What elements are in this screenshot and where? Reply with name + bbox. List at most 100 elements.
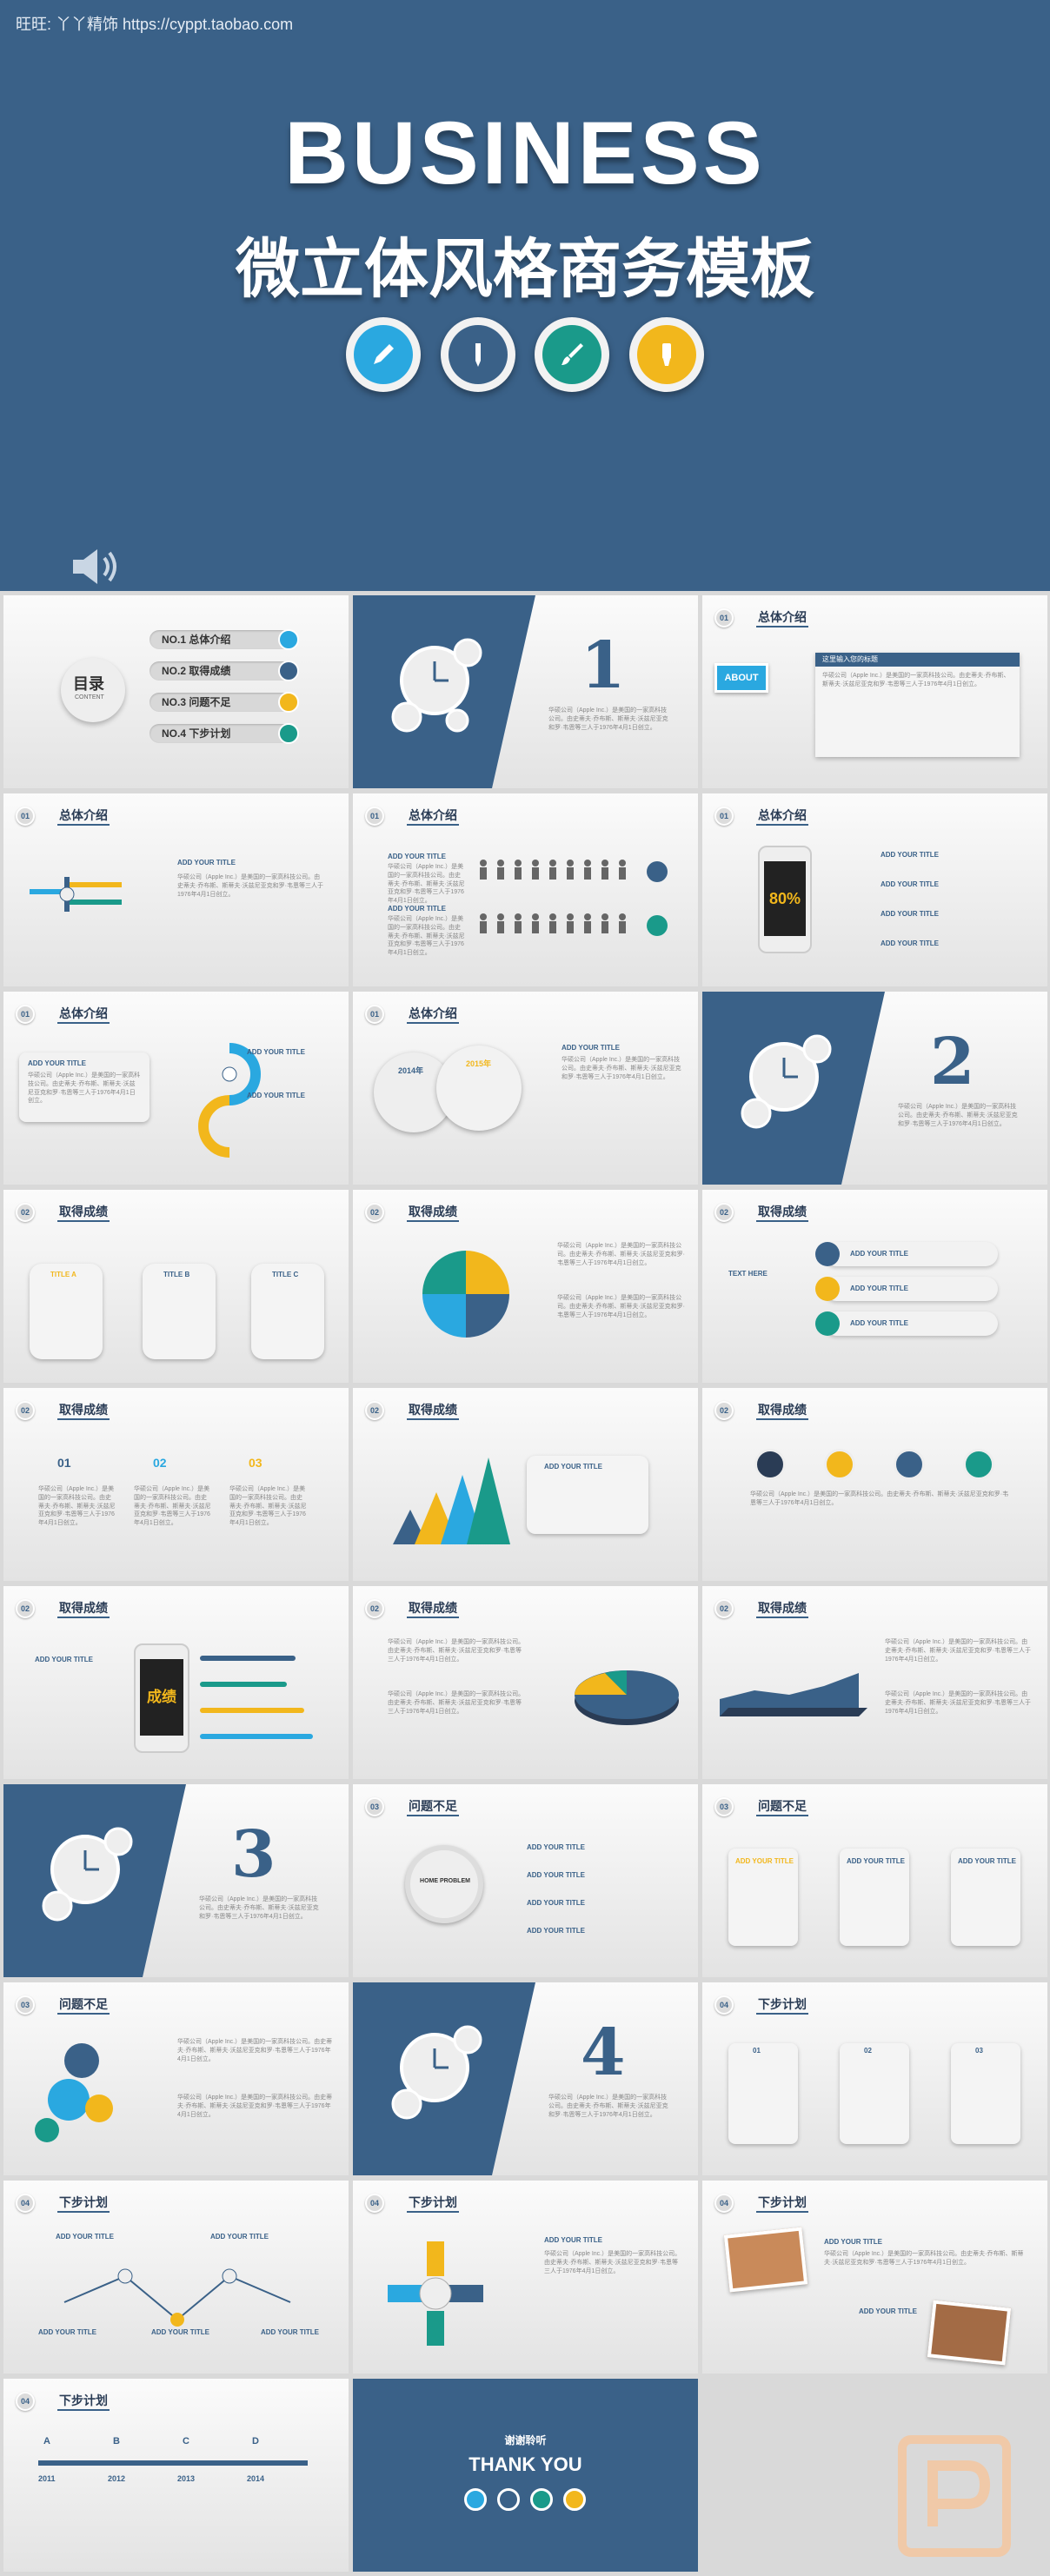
section-number-1: 1	[581, 628, 626, 703]
slide-intro-years[interactable]: 01 总体介绍 2014年 2015年 ADD YOUR TITLE 华硕公司（A…	[353, 992, 698, 1185]
toc-sub: CONTENT	[75, 694, 104, 700]
clock-icon	[391, 2025, 482, 2120]
clock-icon	[741, 1034, 832, 1129]
slide-results-pinwheel[interactable]: 02 取得成绩 华硕公司（Apple Inc.）是美国的一家高科技公司。由史蒂夫·…	[353, 1190, 698, 1383]
pen-icon	[440, 317, 515, 392]
slide-plan-timeline[interactable]: 04 下步计划 A B C D 2011 2012 2013 2014	[3, 2379, 349, 2572]
gears-icon	[35, 2043, 113, 2142]
slide-results-phone-bars[interactable]: 02 取得成绩 ADD YOUR TITLE 成绩	[3, 1586, 349, 1779]
pie-graphic	[575, 1670, 679, 1725]
dog-photo-1	[723, 2227, 808, 2293]
logo-stamp-icon	[898, 2435, 1011, 2557]
text-here-label: TEXT HERE	[728, 1270, 768, 1278]
slide-results-a[interactable]: 02 取得成绩 TITLE A TITLE B TITLE C	[3, 1190, 349, 1383]
tool-icons-row	[346, 317, 704, 395]
slide-issues-home[interactable]: 03 问题不足 HOME PROBLEM ADD YOUR TITLE ADD Y…	[353, 1784, 698, 1977]
pencil-icon	[464, 2488, 487, 2511]
year-2015-label: 2015年	[466, 1059, 492, 1068]
toc-item-4-label: NO.4 下步计划	[162, 727, 231, 740]
slide-plan-cards[interactable]: 04 下步计划 01 02 03	[702, 1982, 1047, 2175]
slide-section-3[interactable]: 3 华硕公司（Apple Inc.）是美国的一家高科技公司。由史蒂夫·乔布斯、斯…	[3, 1784, 349, 1977]
body-text-2: 华硕公司（Apple Inc.）是美国的一家高科技公司。由史蒂夫·乔布斯、斯蒂夫…	[388, 916, 465, 957]
pen-icon	[497, 2488, 520, 2511]
about-button[interactable]: ABOUT	[714, 663, 768, 693]
brush-icon	[530, 2488, 553, 2511]
add-title-3: ADD YOUR TITLE	[881, 910, 939, 918]
hub-graphic	[388, 2241, 483, 2346]
hero-title-en: BUSINESS	[284, 103, 766, 202]
section-number-4: 4	[581, 2015, 626, 2090]
phone-icon: 80%	[758, 846, 812, 953]
slide-results-area[interactable]: 02 取得成绩 华硕公司（Apple Inc.）是美国的一家高科技公司。由史蒂夫·…	[702, 1586, 1047, 1779]
pinwheel-graphic	[422, 1251, 509, 1338]
hero-banner: 旺旺: 丫丫精饰 https://cyppt.taobao.com BUSINE…	[0, 0, 1050, 591]
about-card: 这里输入您的标题 华硕公司（Apple Inc.）是美国的一家高科技公司。由史蒂…	[815, 653, 1020, 757]
shop-label: 旺旺: 丫丫精饰 https://cyppt.taobao.com	[16, 16, 294, 33]
slide-intro-phone[interactable]: 01 总体介绍 80% ADD YOUR TITLE ADD YOUR TITLE…	[702, 793, 1047, 986]
year-circle-2015	[436, 1046, 522, 1131]
year-2014-label: 2014年	[398, 1066, 424, 1075]
slide-plan-hub[interactable]: 04 下步计划 ADD YOUR TITLE 华硕公司（Apple Inc.）是美…	[353, 2181, 698, 2374]
brush-icon	[535, 317, 610, 392]
body-text: 华硕公司（Apple Inc.）是美国的一家高科技公司。由史蒂夫·乔布斯、斯蒂夫…	[177, 874, 323, 898]
clock-icon	[391, 638, 482, 733]
pencil-icon	[346, 317, 421, 392]
about-text: 华硕公司（Apple Inc.）是美国的一家高科技公司。由史蒂夫·乔布斯、斯蒂夫…	[822, 673, 1010, 687]
toc-item-2[interactable]: NO.2 取得成绩	[150, 661, 299, 681]
about-heading: 这里输入您的标题	[815, 653, 1020, 667]
slide-intro-c[interactable]: 01 总体介绍 ADD YOUR TITLE 华硕公司（Apple Inc.）是美…	[3, 992, 349, 1185]
toc-item-3-label: NO.3 问题不足	[162, 696, 231, 708]
slide-results-steps[interactable]: 02 取得成绩 01 02 03 华硕公司（Apple Inc.）是美国的一家高科…	[3, 1388, 349, 1581]
marker-icon	[628, 317, 704, 392]
clock-icon	[42, 1827, 133, 1922]
add-title-2: ADD YOUR TITLE	[388, 905, 446, 913]
add-title: ADD YOUR TITLE	[388, 853, 446, 860]
people-icons	[480, 860, 668, 936]
slide-plan-network[interactable]: 04 下步计划 ADD YOUR TITLE ADD YOUR TITLE ADD…	[3, 2181, 349, 2374]
text-card: ADD YOUR TITLE 华硕公司（Apple Inc.）是美国的一家高科技…	[19, 1052, 150, 1122]
slide-results-peaks[interactable]: 02 取得成绩 ADD YOUR TITLE	[353, 1388, 698, 1581]
slide-results-circles[interactable]: 02 取得成绩 华硕公司（Apple Inc.）是美国的一家高科技公司。由史蒂夫·…	[702, 1388, 1047, 1581]
peak-chart-graphic	[393, 1457, 510, 1544]
toc-item-4[interactable]: NO.4 下步计划	[150, 723, 299, 744]
slide-intro-b[interactable]: 01 总体介绍 ADD YOUR TITLE 华硕公司（Apple Inc.）是美…	[353, 793, 698, 986]
add-title-2: ADD YOUR TITLE	[881, 880, 939, 888]
toc-badge	[61, 658, 125, 722]
dog-photo-2	[927, 2300, 1012, 2366]
slide-issues-gears[interactable]: 03 问题不足 华硕公司（Apple Inc.）是美国的一家高科技公司。由史蒂夫·…	[3, 1982, 349, 2175]
thanks-cn: 谢谢聆听	[504, 2434, 547, 2447]
add-title-4: ADD YOUR TITLE	[881, 939, 939, 947]
slide-results-text-here[interactable]: 02 取得成绩 TEXT HERE ADD YOUR TITLE ADD YOUR…	[702, 1190, 1047, 1383]
section-number-2: 2	[930, 1025, 975, 1099]
speaker-icon[interactable]	[70, 546, 122, 592]
slide-header: 01 总体介绍	[714, 607, 808, 628]
toc-label: 目录	[73, 675, 104, 693]
area-graphic	[720, 1673, 867, 1716]
slide-thanks[interactable]: 谢谢聆听 THANK YOU	[353, 2379, 698, 2572]
toc-item-1-label: NO.1 总体介绍	[162, 634, 231, 646]
slide-intro-a[interactable]: 01 总体介绍 ADD YOUR TITLE 华硕公司（Apple Inc.）是美…	[3, 793, 349, 986]
slide-section-2[interactable]: 2 华硕公司（Apple Inc.）是美国的一家高科技公司。由史蒂夫·乔布斯、斯…	[702, 992, 1047, 1185]
section-number-3: 3	[231, 1817, 276, 1892]
marker-icon	[563, 2488, 586, 2511]
toc-item-3[interactable]: NO.3 问题不足	[150, 692, 299, 713]
slide-section-4[interactable]: 4 华硕公司（Apple Inc.）是美国的一家高科技公司。由史蒂夫·乔布斯、斯…	[353, 1982, 698, 2175]
thanks-en: THANK YOU	[469, 2453, 582, 2475]
toc-item-1[interactable]: NO.1 总体介绍	[150, 629, 299, 650]
add-title: ADD YOUR TITLE	[177, 859, 236, 866]
slide-plan-dogs[interactable]: 04 下步计划 ADD YOUR TITLE 华硕公司（Apple Inc.）是美…	[702, 2181, 1047, 2374]
phone-percent: 80%	[764, 861, 806, 936]
toc-item-2-label: NO.2 取得成绩	[162, 665, 231, 677]
slide-issues-cards[interactable]: 03 问题不足 ADD YOUR TITLE ADD YOUR TITLE ADD…	[702, 1784, 1047, 1977]
slide-results-pie[interactable]: 02 取得成绩 华硕公司（Apple Inc.）是美国的一家高科技公司。由史蒂夫·…	[353, 1586, 698, 1779]
section-1-text: 华硕公司（Apple Inc.）是美国的一家高科技公司。由史蒂夫·乔布斯、斯蒂夫…	[548, 707, 668, 731]
slide-section-1[interactable]: 1 华硕公司（Apple Inc.）是美国的一家高科技公司。由史蒂夫·乔布斯、斯…	[353, 595, 698, 788]
add-title: ADD YOUR TITLE	[881, 851, 939, 859]
watermark-cell	[702, 2379, 1047, 2572]
body-text: 华硕公司（Apple Inc.）是美国的一家高科技公司。由史蒂夫·乔布斯、斯蒂夫…	[388, 864, 465, 905]
hero-title-cn: 微立体风格商务模板	[236, 233, 814, 305]
home-problem-label: HOME PROBLEM	[420, 1878, 470, 1884]
slide-toc[interactable]: 目录 CONTENT NO.1 总体介绍 NO.2 取得成绩 NO.3 问题不足…	[3, 595, 349, 788]
slide-about[interactable]: 01 总体介绍 ABOUT 这里输入您的标题 华硕公司（Apple Inc.）是美…	[702, 595, 1047, 788]
